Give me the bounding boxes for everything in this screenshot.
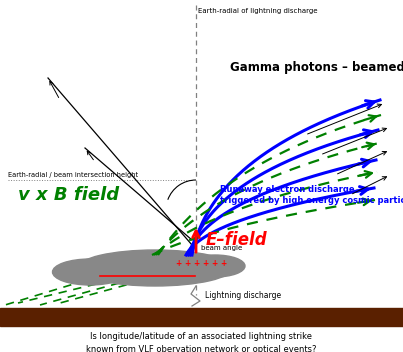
Text: E–field: E–field <box>206 231 268 249</box>
Text: Runaway electron discharge
triggered by high energy cosmic particle: Runaway electron discharge triggered by … <box>220 184 403 206</box>
Ellipse shape <box>77 250 233 286</box>
Text: Gamma photons – beamed?: Gamma photons – beamed? <box>230 62 403 75</box>
Ellipse shape <box>185 255 245 277</box>
Text: Is longitude/latitude of an associated lightning strike
known from VLF obervatio: Is longitude/latitude of an associated l… <box>86 332 317 352</box>
Ellipse shape <box>52 259 127 285</box>
Text: +: + <box>175 258 181 268</box>
Text: v x B field: v x B field <box>18 186 119 204</box>
Text: +: + <box>220 258 226 268</box>
Bar <box>0 308 403 326</box>
Text: +: + <box>184 258 190 268</box>
Text: Earth-radial of lightning discharge: Earth-radial of lightning discharge <box>198 8 318 14</box>
Text: +: + <box>193 258 199 268</box>
Text: Earth-radial / beam intersection height: Earth-radial / beam intersection height <box>8 172 138 178</box>
Text: beam angle: beam angle <box>201 245 242 251</box>
Text: Lightning discharge: Lightning discharge <box>205 291 281 301</box>
Text: +: + <box>202 258 208 268</box>
Text: +: + <box>211 258 217 268</box>
